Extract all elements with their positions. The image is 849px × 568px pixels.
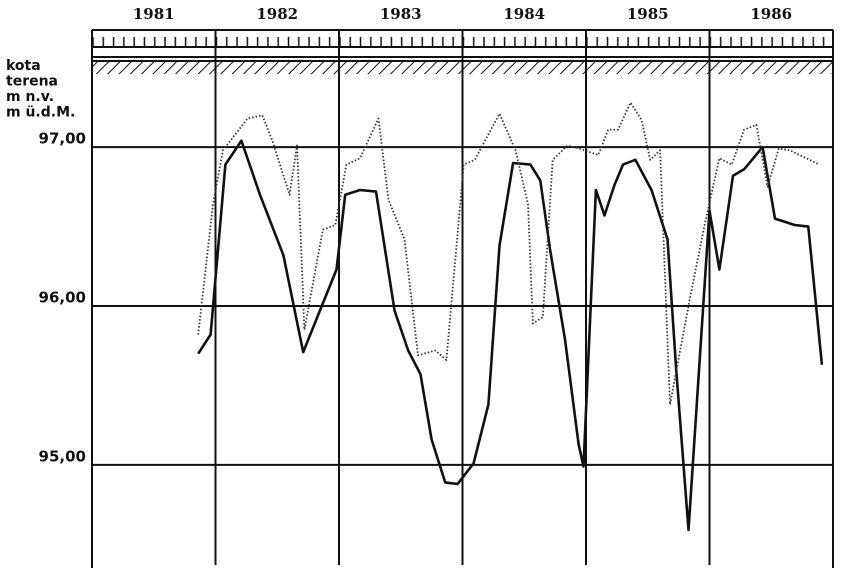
x-tick-label: 1985: [627, 5, 669, 23]
x-tick-label: 1984: [503, 5, 545, 23]
y-tick-label: 97,00: [39, 130, 86, 148]
data-line: [197, 139, 824, 532]
x-tick-label: 1981: [133, 5, 175, 23]
y-axis-label: kota: [6, 58, 41, 74]
x-tick-label: 1982: [256, 5, 298, 23]
x-tick-label: 1983: [380, 5, 422, 23]
y-axis-label: m n.v.: [6, 89, 54, 105]
y-tick-label: 96,00: [39, 289, 86, 307]
y-tick-label: 95,00: [39, 447, 86, 465]
y-axis-label: terena: [6, 74, 58, 90]
y-axis-label: m ü.d.M.: [6, 105, 75, 121]
x-tick-label: 1986: [750, 5, 792, 23]
data-line: [197, 101, 820, 406]
